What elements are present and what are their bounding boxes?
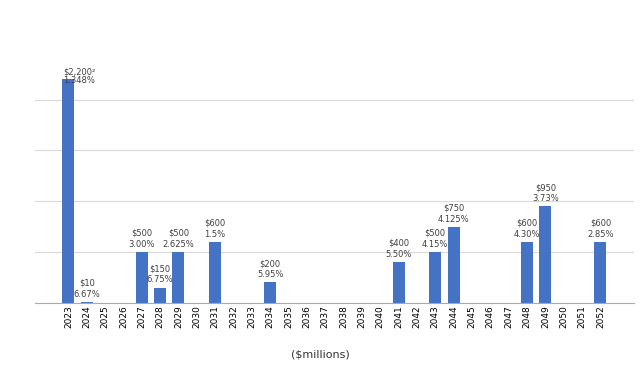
Bar [209, 242, 221, 303]
Text: $500
3.00%: $500 3.00% [129, 229, 155, 249]
Text: $600
2.85%: $600 2.85% [587, 219, 614, 239]
Bar [429, 252, 441, 303]
Text: $600
1.5%: $600 1.5% [205, 219, 226, 239]
Bar [173, 252, 184, 303]
Text: $150
6.75%: $150 6.75% [147, 264, 173, 284]
Text: $950
3.73%: $950 3.73% [532, 183, 559, 203]
Bar [136, 252, 148, 303]
Text: 1.348%: 1.348% [63, 76, 95, 85]
Bar [154, 287, 166, 303]
Bar [521, 242, 533, 303]
Bar [264, 283, 276, 303]
Bar [540, 206, 551, 303]
Text: $2,200²: $2,200² [63, 67, 95, 76]
Bar [81, 302, 93, 303]
Text: $400
5.50%: $400 5.50% [385, 239, 412, 259]
Text: $500
2.625%: $500 2.625% [163, 229, 195, 249]
Text: $500
4.15%: $500 4.15% [422, 229, 449, 249]
Text: $600
4.30%: $600 4.30% [514, 219, 540, 239]
Bar [63, 79, 74, 303]
Text: $200
5.95%: $200 5.95% [257, 259, 284, 279]
Text: $10
6.67%: $10 6.67% [74, 279, 100, 299]
Bar [448, 226, 460, 303]
Bar [393, 262, 404, 303]
Text: Weighted Average Maturity ~18.8 Years¹: Weighted Average Maturity ~18.8 Years¹ [145, 17, 495, 32]
Text: $750
4.125%: $750 4.125% [438, 203, 470, 224]
Text: ($millions): ($millions) [291, 350, 349, 360]
Bar [595, 242, 607, 303]
